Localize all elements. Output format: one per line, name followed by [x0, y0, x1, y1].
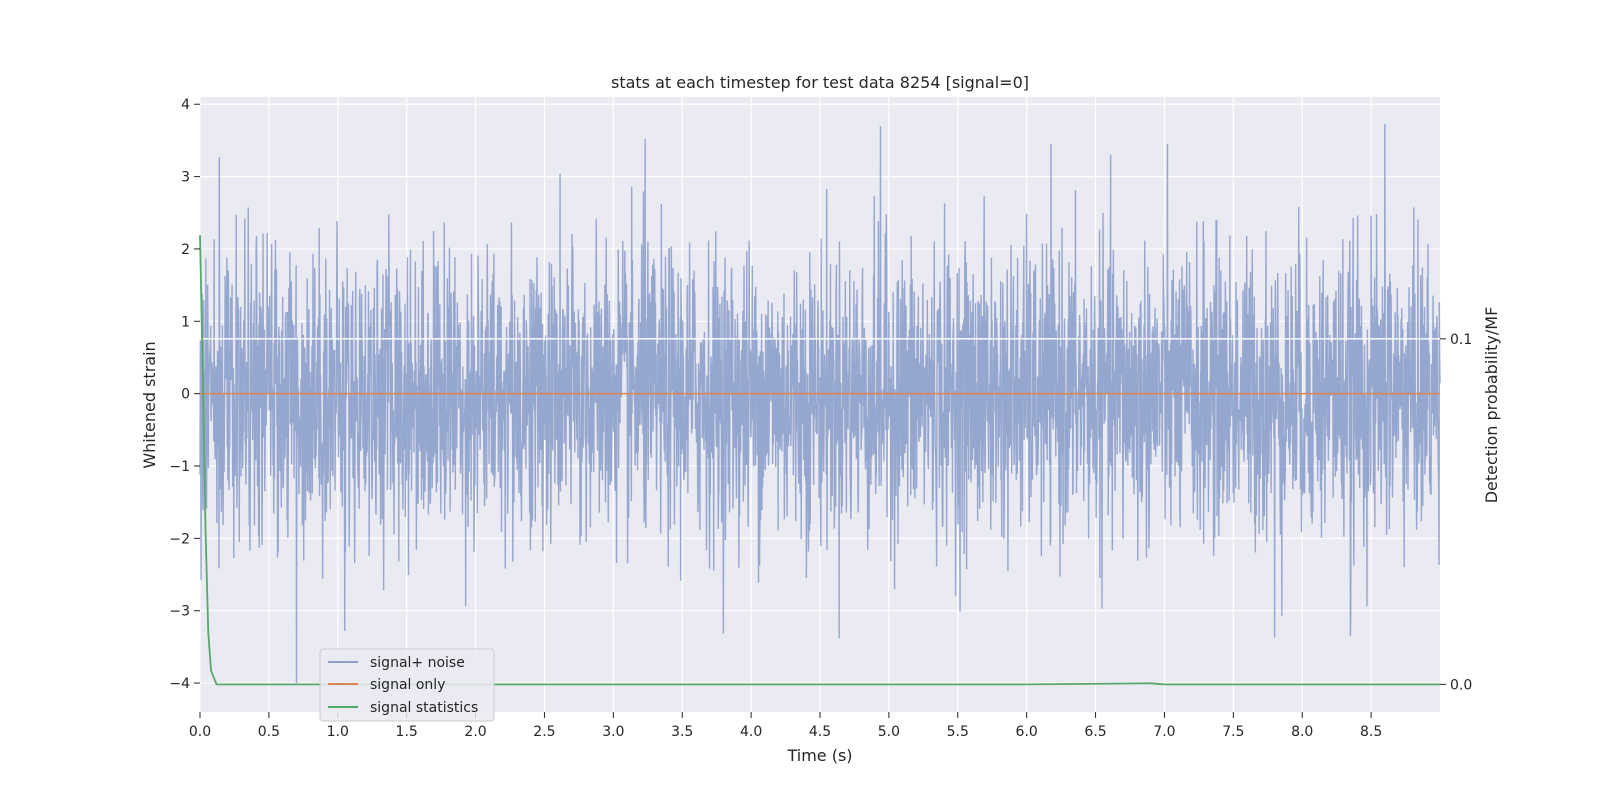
x-tick-label: 5.0 [878, 724, 900, 740]
x-tick-label: 6.5 [1084, 724, 1106, 740]
x-tick-label: 6.0 [1016, 724, 1038, 740]
y-tick-label: 1 [181, 314, 190, 330]
legend-label-signal: signal only [370, 677, 445, 693]
y-tick-label: −3 [169, 604, 190, 620]
x-tick-label: 8.5 [1360, 724, 1382, 740]
x-tick-label: 0.5 [258, 724, 280, 740]
x-tick-label: 4.5 [809, 724, 831, 740]
y-tick-label: 3 [181, 170, 190, 186]
right-y-axis-label: Detection probability/MF [1482, 307, 1501, 504]
legend-label-noise: signal+ noise [370, 655, 465, 671]
y-axis-label: Whitened strain [140, 341, 159, 468]
x-tick-label: 3.5 [671, 724, 693, 740]
x-tick-label: 2.5 [533, 724, 555, 740]
y-tick-label: 0 [181, 387, 190, 403]
legend-box [319, 648, 495, 722]
series-line-signal-statistics [199, 235, 1440, 686]
x-tick-label: 7.5 [1222, 724, 1244, 740]
right-y-tick-label: 0.0 [1450, 677, 1472, 693]
x-tick-label: 3.0 [602, 724, 624, 740]
y-axis-ticks: 4 3 2 1 0 −1 −2 −3 −4 [169, 97, 200, 692]
x-tick-label: 5.5 [947, 724, 969, 740]
x-tick-label: 7.0 [1153, 724, 1175, 740]
right-y-tick-label: 0.1 [1450, 332, 1472, 348]
series-signal-plus-noise [199, 123, 1441, 684]
x-axis-ticks: 0.0 0.5 1.0 1.5 2.0 2.5 3.0 3.5 4.0 4.5 5.0 5.5 6.0 6… [189, 712, 1382, 740]
y-tick-label: 4 [181, 97, 190, 113]
legend: signal+ noise signal only signal statist… [319, 648, 495, 722]
legend-label-stats: signal statistics [370, 700, 478, 716]
x-tick-label: 2.0 [464, 724, 486, 740]
series-signal-statistics [199, 235, 1440, 686]
x-axis-label: Time (s) [786, 746, 852, 765]
x-tick-label: 0.0 [189, 724, 211, 740]
x-tick-label: 1.5 [396, 724, 418, 740]
x-tick-label: 4.0 [740, 724, 762, 740]
y-tick-label: −1 [169, 459, 190, 475]
y-tick-label: 2 [181, 242, 190, 258]
y-tick-label: −4 [169, 676, 190, 692]
series-line-signal-plus-noise [199, 123, 1441, 684]
y-tick-label: −2 [169, 531, 190, 547]
x-tick-label: 1.0 [327, 724, 349, 740]
x-tick-label: 8.0 [1291, 724, 1313, 740]
chart-title: stats at each timestep for test data 825… [611, 73, 1029, 92]
right-y-axis-ticks: 0.1 0.0 [1440, 332, 1472, 693]
